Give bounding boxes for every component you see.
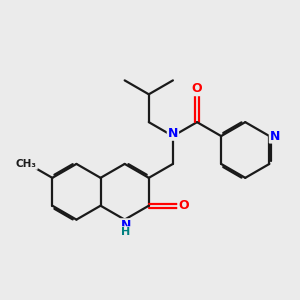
Text: O: O (178, 199, 189, 212)
Text: CH₃: CH₃ (16, 159, 37, 169)
Text: N: N (121, 219, 131, 232)
Text: N: N (168, 127, 178, 140)
Text: O: O (192, 82, 202, 95)
Text: H: H (122, 227, 131, 237)
Text: N: N (270, 130, 280, 142)
